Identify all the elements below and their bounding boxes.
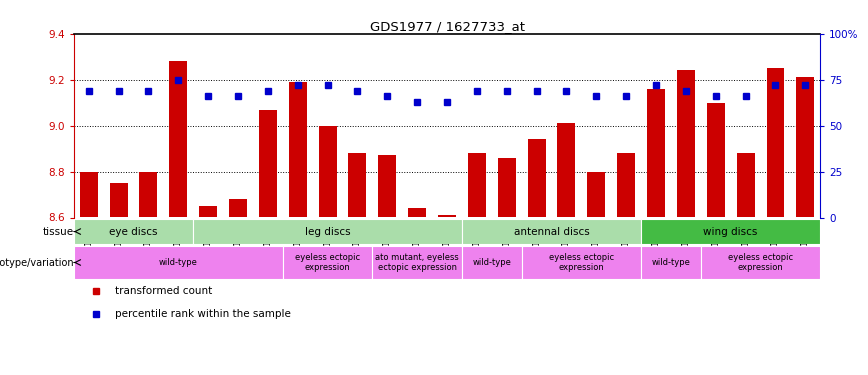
Text: eyeless ectopic
expression: eyeless ectopic expression — [295, 253, 360, 272]
Bar — [259, 110, 277, 218]
Text: percentile rank within the sample: percentile rank within the sample — [115, 309, 291, 319]
Bar — [289, 82, 306, 218]
Bar — [588, 171, 605, 217]
Bar — [677, 70, 695, 217]
Bar — [348, 153, 366, 218]
Bar — [372, 246, 462, 279]
Bar — [80, 171, 98, 217]
Bar — [319, 126, 337, 218]
Bar — [462, 219, 641, 244]
Text: tissue: tissue — [43, 226, 74, 237]
Bar — [468, 153, 486, 218]
Title: GDS1977 / 1627733_at: GDS1977 / 1627733_at — [370, 20, 524, 33]
Text: wild-type: wild-type — [159, 258, 198, 267]
Bar — [766, 68, 785, 218]
Bar — [194, 219, 462, 244]
Bar — [617, 153, 635, 218]
Bar — [700, 246, 820, 279]
Bar — [283, 246, 372, 279]
Bar — [74, 219, 194, 244]
Text: eye discs: eye discs — [109, 226, 158, 237]
Bar — [438, 215, 456, 217]
Bar — [557, 123, 575, 218]
Bar — [528, 140, 546, 218]
Bar — [796, 77, 814, 218]
Bar — [647, 89, 665, 218]
Text: wild-type: wild-type — [472, 258, 511, 267]
Bar — [497, 158, 516, 218]
Bar — [74, 246, 283, 279]
Bar — [140, 171, 157, 217]
Bar — [408, 208, 426, 218]
Bar — [737, 153, 754, 218]
Bar — [522, 246, 641, 279]
Bar — [641, 219, 820, 244]
Text: eyeless ectopic
expression: eyeless ectopic expression — [728, 253, 793, 272]
Bar — [229, 199, 247, 217]
Text: antennal discs: antennal discs — [514, 226, 589, 237]
Bar — [199, 206, 217, 218]
Text: transformed count: transformed count — [115, 286, 212, 296]
Bar — [707, 103, 725, 218]
Text: wild-type: wild-type — [652, 258, 690, 267]
Bar — [378, 156, 397, 218]
Bar — [109, 183, 128, 218]
Text: ato mutant, eyeless
ectopic expression: ato mutant, eyeless ectopic expression — [375, 253, 459, 272]
Text: genotype/variation: genotype/variation — [0, 258, 74, 267]
Bar — [462, 246, 522, 279]
Text: wing discs: wing discs — [703, 226, 758, 237]
Bar — [169, 62, 187, 217]
Text: leg discs: leg discs — [305, 226, 351, 237]
Text: eyeless ectopic
expression: eyeless ectopic expression — [549, 253, 614, 272]
Bar — [641, 246, 700, 279]
